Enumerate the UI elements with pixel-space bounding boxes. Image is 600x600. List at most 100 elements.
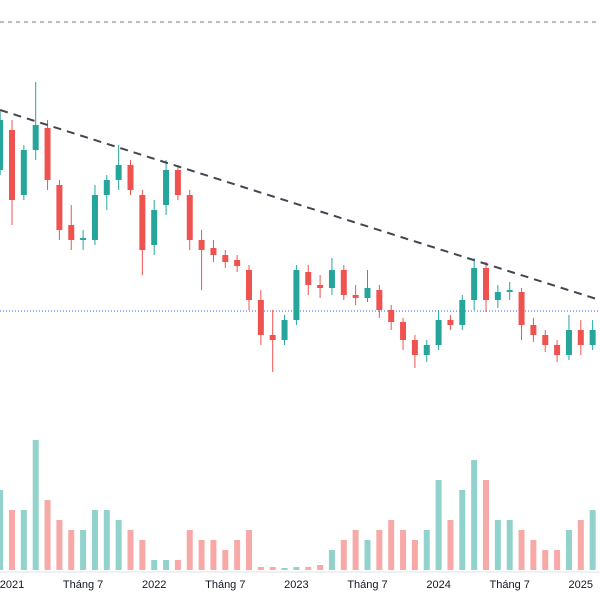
candle-body: [174, 170, 181, 195]
x-tick-label: 2022: [142, 579, 166, 591]
volume-bar: [376, 530, 383, 570]
volume-bar: [328, 550, 335, 570]
volume-bar: [210, 540, 217, 570]
candle-body: [565, 330, 572, 355]
volume-bar: [0, 490, 4, 570]
candle-body: [163, 170, 170, 205]
candle-body: [80, 238, 87, 240]
volume-bar: [269, 567, 276, 570]
candle-body: [542, 335, 549, 345]
volume-bar: [68, 530, 75, 570]
candle-body: [257, 300, 264, 335]
volume-bar: [20, 510, 27, 570]
candle-body: [151, 210, 158, 245]
x-tick-label: 2021: [0, 579, 24, 591]
volume-bar: [293, 567, 300, 570]
candle-body: [471, 268, 478, 300]
volume-bar: [103, 510, 110, 570]
volume-bar: [388, 520, 395, 570]
volume-bar: [163, 560, 170, 570]
candle-body: [483, 268, 489, 300]
volume-bar: [542, 550, 549, 570]
volume-bar: [56, 520, 63, 570]
candle-body: [435, 320, 442, 345]
volume-bar: [411, 540, 418, 570]
candle-body: [139, 195, 146, 250]
volume-bar: [317, 565, 324, 570]
x-tick-label: Tháng 7: [347, 579, 387, 591]
candle-body: [246, 270, 252, 300]
candle-body: [210, 248, 217, 255]
volume-bar: [127, 530, 134, 570]
candle-body: [44, 128, 51, 180]
volume-bar: [198, 540, 205, 570]
candle-body: [305, 272, 312, 285]
volume-bar: [577, 520, 584, 570]
volume-bar: [471, 460, 478, 570]
volume-bar: [91, 510, 98, 570]
volume-bar: [589, 510, 596, 570]
candle-body: [186, 195, 193, 240]
candle-body: [198, 240, 205, 250]
volume-bar: [174, 560, 181, 570]
candle-body: [340, 270, 347, 295]
candle-body: [68, 225, 75, 240]
candle-body: [577, 330, 584, 345]
candle-body: [115, 165, 122, 180]
candle-body: [32, 125, 39, 150]
volume-bar: [44, 500, 51, 570]
candle-body: [56, 185, 63, 230]
candle-body: [518, 292, 525, 325]
volume-bar: [364, 540, 371, 570]
volume-bar: [494, 520, 501, 570]
candle-body: [317, 285, 324, 288]
candle-body: [91, 195, 98, 240]
volume-bar: [139, 540, 146, 570]
x-tick-label: 2023: [284, 579, 308, 591]
candle-body: [554, 345, 561, 355]
volume-bar: [222, 550, 229, 570]
candle-body: [494, 292, 501, 300]
volume-bar: [506, 520, 513, 570]
candle-body: [447, 320, 454, 325]
x-tick-label: Tháng 7: [63, 579, 103, 591]
volume-bar: [400, 530, 407, 570]
candle-body: [388, 310, 395, 322]
x-tick-label: 2024: [426, 579, 450, 591]
volume-bar: [459, 490, 466, 570]
candle-body: [328, 270, 335, 288]
candle-body: [400, 322, 407, 340]
candle-body: [411, 340, 418, 355]
volume-bar: [80, 530, 87, 570]
volume-bar: [32, 440, 39, 570]
candle-body: [376, 290, 383, 310]
volume-bar: [281, 568, 288, 570]
candle-body: [364, 288, 371, 298]
volume-bar: [352, 530, 359, 570]
volume-bar: [246, 530, 252, 570]
x-tick-label: Tháng 7: [205, 579, 245, 591]
volume-bar: [447, 520, 454, 570]
candle-body: [127, 165, 134, 190]
candle-body: [352, 295, 359, 298]
trendline: [0, 109, 600, 301]
candle-body: [423, 345, 430, 355]
candle-body: [530, 325, 537, 335]
candle-body: [9, 130, 15, 200]
x-tick-label: 2025: [569, 579, 593, 591]
candle-body: [222, 255, 229, 262]
volume-bar: [305, 567, 312, 570]
volume-bar: [151, 560, 158, 570]
volume-bar: [518, 530, 525, 570]
volume-bar: [435, 480, 442, 570]
candle-body: [506, 290, 513, 292]
volume-bar: [340, 540, 347, 570]
volume-bar: [565, 530, 572, 570]
volume-bar: [483, 480, 489, 570]
candle-body: [0, 120, 4, 170]
volume-bar: [423, 530, 430, 570]
candle-body: [589, 330, 596, 345]
volume-bar: [530, 540, 537, 570]
candle-body: [269, 335, 276, 340]
